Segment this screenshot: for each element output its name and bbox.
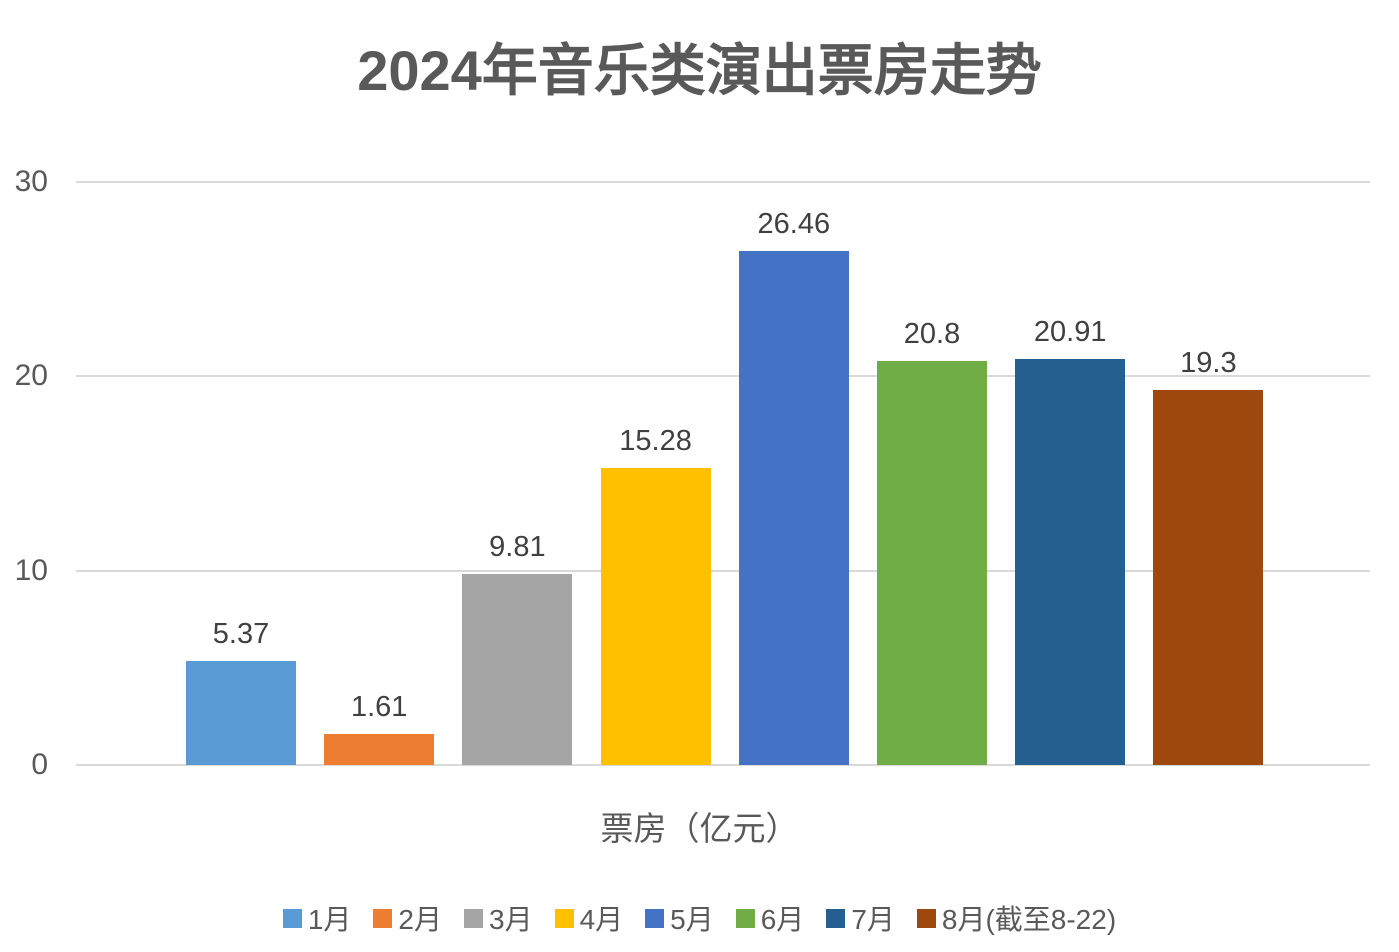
bar-2月 bbox=[324, 733, 435, 765]
y-tick-label-0: 0 bbox=[31, 748, 48, 781]
legend-swatch-icon-2月 bbox=[373, 908, 393, 928]
bar-3月 bbox=[462, 574, 573, 765]
legend: 1月 2月 3月 4月 5月 6月 7月 8月(截至8-22) bbox=[0, 898, 1399, 938]
x-axis-line bbox=[76, 764, 1370, 766]
bar-7月 bbox=[1015, 358, 1126, 765]
legend-swatch-icon-4月 bbox=[554, 908, 574, 928]
bar-5月 bbox=[738, 250, 849, 765]
legend-swatch-icon-7月 bbox=[826, 908, 846, 928]
bar-value-label-8月(截至8-22): 19.3 bbox=[1180, 346, 1237, 379]
legend-label-1月: 1月 bbox=[307, 904, 352, 935]
legend-item-1月: 1月 bbox=[282, 898, 352, 938]
legend-swatch-icon-6月 bbox=[735, 908, 755, 928]
bar-1月 bbox=[186, 660, 296, 765]
y-tick-label-20: 20 bbox=[14, 359, 48, 393]
legend-swatch-icon-3月 bbox=[464, 908, 483, 928]
gridline-30 bbox=[76, 181, 1370, 183]
bar-value-label-1月: 5.37 bbox=[212, 617, 270, 650]
gridline-20 bbox=[76, 375, 1370, 378]
bar-value-label-7月: 20.91 bbox=[1033, 315, 1107, 348]
plot-area: 5.37 1.61 9.81 15.28 26.46 20.8 20.91 19.3 bbox=[76, 181, 1370, 766]
legend-item-5月: 5月 bbox=[645, 898, 714, 938]
gridline-10 bbox=[76, 569, 1370, 572]
legend-item-7月: 7月 bbox=[826, 898, 895, 938]
bar-value-label-2月: 1.61 bbox=[350, 690, 408, 723]
legend-label-3月: 3月 bbox=[489, 904, 533, 935]
y-tick-label-30: 30 bbox=[14, 165, 48, 198]
bar-8月(截至8-22) bbox=[1153, 389, 1264, 765]
legend-item-4月: 4月 bbox=[554, 898, 624, 938]
legend-swatch-icon-8月(截至8-22) bbox=[916, 908, 936, 928]
legend-item-8月(截至8-22): 8月(截至8-22) bbox=[916, 898, 1117, 938]
bar-value-label-6月: 20.8 bbox=[903, 317, 961, 350]
legend-item-3月: 3月 bbox=[464, 898, 533, 938]
legend-swatch-icon-1月 bbox=[282, 908, 302, 928]
legend-item-2月: 2月 bbox=[373, 898, 442, 938]
y-tick-label-10: 10 bbox=[14, 553, 48, 587]
bar-value-label-5月: 26.46 bbox=[757, 207, 831, 240]
legend-label-7月: 7月 bbox=[851, 904, 895, 935]
legend-label-4月: 4月 bbox=[579, 904, 624, 935]
legend-label-5月: 5月 bbox=[670, 904, 714, 935]
bar-4月 bbox=[600, 468, 711, 765]
bar-value-label-4月: 15.28 bbox=[619, 425, 692, 458]
x-axis-title: 票房（亿元） bbox=[600, 810, 799, 847]
legend-label-6月: 6月 bbox=[760, 904, 805, 935]
bar-6月 bbox=[877, 360, 987, 765]
bar-value-label-3月: 9.81 bbox=[489, 531, 546, 564]
chart-title: 2024年音乐类演出票房走势 bbox=[357, 39, 1042, 102]
legend-label-8月(截至8-22): 8月(截至8-22) bbox=[941, 904, 1117, 935]
legend-swatch-icon-5月 bbox=[645, 908, 665, 928]
legend-label-2月: 2月 bbox=[398, 904, 442, 935]
legend-item-6月: 6月 bbox=[735, 898, 805, 938]
